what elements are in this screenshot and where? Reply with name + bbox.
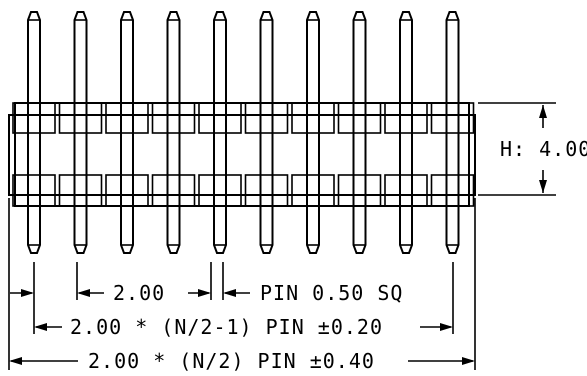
pin-shroud	[430, 102, 475, 134]
inner-span-arrow-right	[440, 323, 453, 331]
pin-size-dimension: PIN 0.50 SQ	[188, 262, 403, 305]
pin-shroud-bottom	[58, 174, 103, 207]
pin-size-arrow-right	[223, 289, 236, 297]
pitch-arrow-right	[77, 289, 90, 297]
pitch-dimension: 2.00	[10, 262, 165, 305]
pitch-label: 2.00	[113, 281, 165, 305]
pins-group	[12, 11, 475, 254]
pitch-arrow-left	[21, 289, 34, 297]
overall-span-arrow-right	[462, 357, 475, 365]
pin-shroud	[198, 102, 242, 134]
pin-shroud	[244, 102, 289, 134]
pin-shroud-bottom	[384, 174, 428, 207]
inner-span-label: 2.00 * (N/2-1) PIN ±0.20	[70, 315, 383, 339]
height-arrow-down	[539, 180, 547, 193]
inner-span-arrow-left	[34, 323, 47, 331]
pin-shroud-bottom	[198, 174, 242, 207]
pin-shroud	[151, 102, 196, 134]
pin-shroud	[105, 102, 149, 134]
pin-shroud-bottom	[12, 174, 56, 207]
pin-shroud-bottom	[291, 174, 335, 207]
pin-size-arrow-left	[198, 289, 211, 297]
pin-size-label: PIN 0.50 SQ	[260, 281, 403, 305]
header-body	[8, 102, 476, 207]
pin-shroud-bottom	[244, 174, 289, 207]
overall-span-arrow-left	[9, 357, 22, 365]
pin-shroud	[337, 102, 382, 134]
pin-shroud-bottom	[151, 174, 196, 207]
height-label: H: 4.00	[500, 137, 587, 161]
pin-shroud-bottom	[430, 174, 475, 207]
pin-shroud-bottom	[337, 174, 382, 207]
body-outline	[8, 114, 476, 196]
height-dimension: H: 4.00	[478, 102, 587, 196]
pin-shroud	[58, 102, 103, 134]
pin-shroud-bottom	[105, 174, 149, 207]
inner-span-dimension: 2.00 * (N/2-1) PIN ±0.20	[33, 262, 454, 339]
height-arrow-up	[539, 105, 547, 118]
pin-shroud	[12, 102, 56, 134]
pin-shroud	[291, 102, 335, 134]
overall-span-label: 2.00 * (N/2) PIN ±0.40	[88, 349, 375, 373]
pin-shroud	[384, 102, 428, 134]
overall-span-dimension: 2.00 * (N/2) PIN ±0.40	[8, 198, 476, 373]
